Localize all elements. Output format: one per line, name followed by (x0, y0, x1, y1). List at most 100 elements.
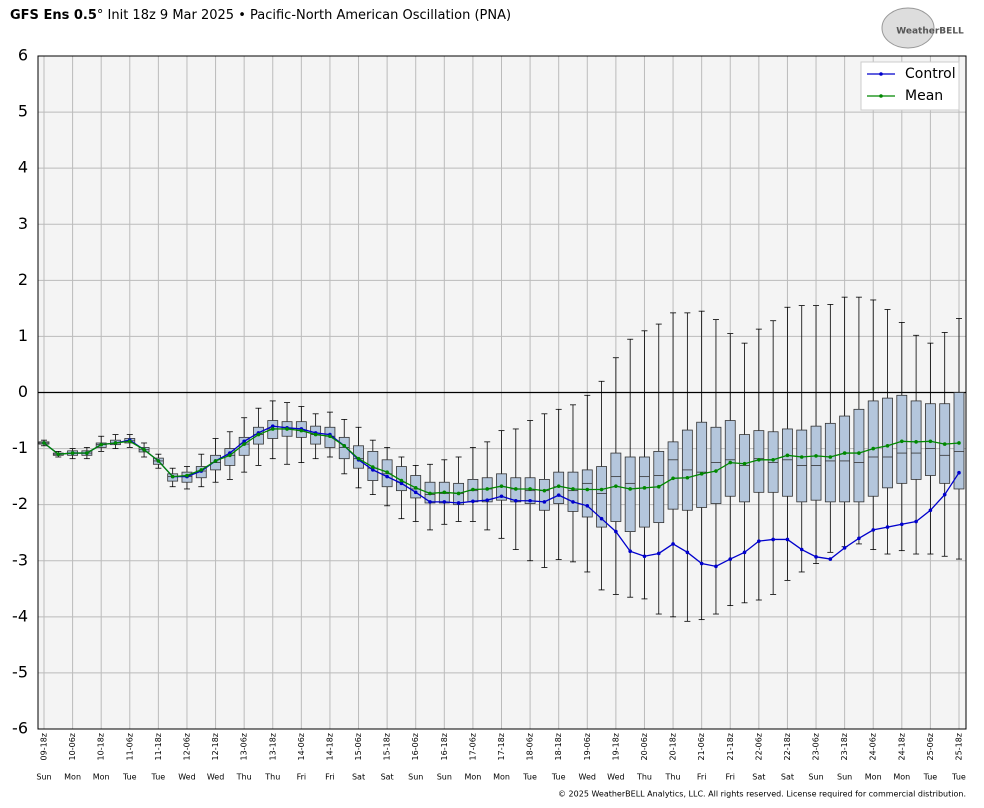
marker (685, 475, 690, 480)
marker (885, 525, 890, 529)
marker (699, 472, 704, 476)
x-tick-label: 20-06z (640, 733, 649, 760)
box (667, 441, 679, 510)
day-label: Mon (893, 773, 910, 782)
box (739, 434, 750, 503)
marker (142, 447, 146, 452)
marker (528, 487, 532, 491)
marker (957, 441, 961, 445)
x-tick-label: 25-06z (926, 733, 935, 760)
y-tick-label: -1 (12, 438, 28, 457)
marker (156, 459, 161, 463)
marker (871, 528, 876, 532)
box (596, 466, 607, 528)
marker (399, 481, 404, 486)
marker (428, 491, 432, 496)
marker (356, 456, 361, 461)
marker (371, 468, 375, 472)
x-tick-label: 16-18z (440, 733, 449, 760)
marker (499, 494, 504, 499)
marker (699, 561, 704, 566)
x-tick-label: 20-18z (669, 733, 678, 760)
marker (228, 453, 232, 458)
marker (685, 550, 690, 555)
marker (628, 487, 632, 491)
marker (170, 474, 175, 479)
marker (585, 503, 590, 508)
box (710, 426, 722, 504)
x-tick-label: 24-18z (897, 733, 906, 760)
day-label: Wed (607, 773, 624, 782)
marker (242, 439, 246, 444)
day-label: Sat (752, 773, 765, 782)
marker (642, 554, 647, 559)
x-tick-label: 14-06z (297, 733, 306, 760)
day-label: Sat (352, 773, 365, 782)
marker (513, 498, 518, 503)
box (639, 456, 650, 528)
day-label: Tue (122, 773, 137, 782)
marker (900, 522, 904, 527)
day-label: Thu (264, 773, 280, 782)
box (782, 428, 793, 497)
legend-marker (879, 94, 883, 98)
x-tick-label: 11-18z (154, 733, 163, 760)
marker (428, 500, 432, 504)
marker (499, 484, 504, 488)
marker (556, 484, 561, 488)
day-label: Wed (178, 773, 195, 782)
marker (857, 451, 861, 455)
box (824, 422, 836, 503)
logo: WeatherBELL (896, 27, 964, 37)
marker (56, 452, 61, 456)
marker (571, 500, 575, 504)
box (567, 471, 579, 512)
footer: © 2025 WeatherBELL Analytics, LLC. All r… (558, 790, 966, 799)
marker (513, 487, 518, 491)
x-tick-label: 22-18z (783, 733, 792, 760)
y-tick-label: 2 (18, 270, 28, 289)
marker (256, 432, 261, 437)
x-tick-label: 12-06z (182, 733, 191, 760)
marker (413, 490, 418, 495)
day-label: Sun (408, 773, 423, 782)
marker (99, 442, 103, 447)
marker (799, 547, 804, 552)
marker (714, 469, 718, 473)
x-tick-label: 10-18z (97, 733, 106, 760)
x-tick-label: 18-18z (554, 733, 563, 760)
y-tick-label: -6 (12, 719, 28, 738)
marker (656, 551, 661, 556)
y-tick-label: 3 (18, 214, 28, 233)
box (238, 436, 250, 456)
marker (42, 441, 46, 445)
x-tick-label: 09-18z (40, 733, 49, 760)
marker (714, 564, 718, 569)
x-tick-label: 13-18z (268, 733, 277, 760)
box (624, 456, 636, 532)
legend (860, 61, 960, 111)
x-tick-label: 17-06z (468, 733, 477, 760)
marker (485, 487, 490, 491)
marker (456, 501, 461, 505)
box (396, 466, 407, 492)
x-tick-label: 13-06z (240, 733, 249, 760)
box (839, 415, 851, 503)
marker (614, 529, 618, 534)
marker (671, 542, 675, 546)
day-label: Wed (579, 773, 596, 782)
box (796, 429, 808, 503)
x-tick-label: 11-06z (125, 733, 134, 760)
marker (242, 442, 246, 446)
marker (285, 427, 289, 431)
marker (528, 498, 532, 503)
marker (556, 493, 561, 497)
marker (942, 492, 947, 497)
marker (70, 451, 75, 455)
box (581, 469, 593, 518)
day-label: Tue (551, 773, 566, 782)
day-label: Fri (297, 773, 307, 782)
chart-title: GFS Ens 0.5° Init 18z 9 Mar 2025 • Pacif… (10, 8, 511, 23)
day-label: Mon (93, 773, 110, 782)
day-label: Mon (464, 773, 481, 782)
